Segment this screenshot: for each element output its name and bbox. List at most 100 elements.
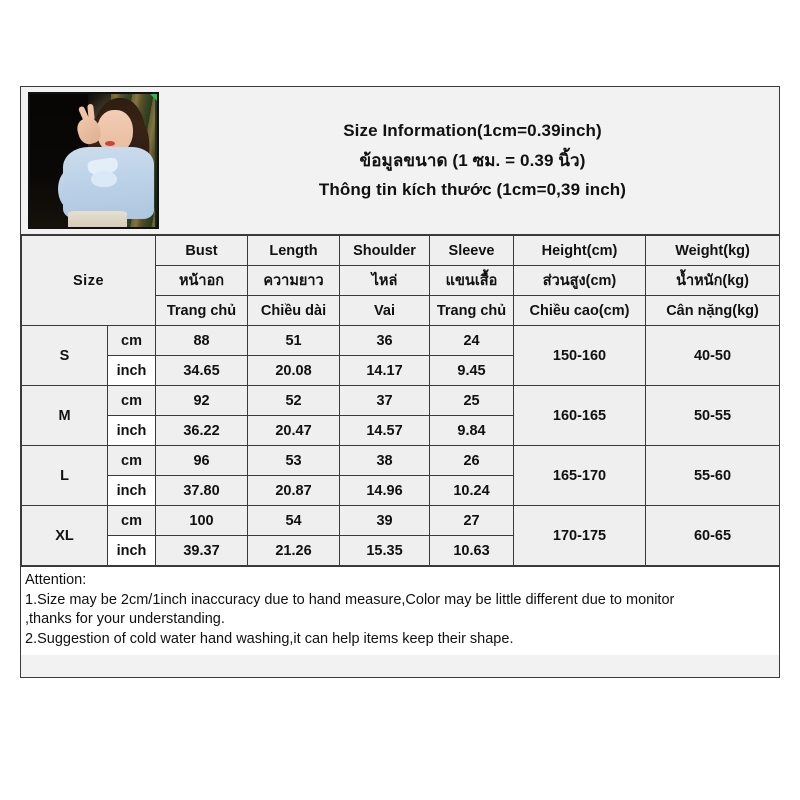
col-header-weight-vi: Cân nặng(kg) <box>645 295 781 326</box>
value-bust-inch-l: 37.80 <box>155 475 249 506</box>
table-row: inch 39.37 21.26 15.35 10.63 <box>22 535 780 566</box>
unit-inch-s: inch <box>106 355 157 386</box>
value-bust-cm-l: 96 <box>155 445 249 476</box>
unit-cm-l: cm <box>106 445 157 476</box>
unit-cm-m: cm <box>106 385 157 416</box>
value-sleeve-inch-l: 10.24 <box>429 475 515 506</box>
title-english: Size Information(1cm=0.39inch) <box>343 121 602 140</box>
col-header-bust-th: หน้าอก <box>155 265 249 296</box>
col-header-weight-th: น้ำหนัก(kg) <box>645 265 781 296</box>
value-height-m: 160-165 <box>513 385 647 446</box>
col-header-sleeve-en: Sleeve <box>429 235 515 266</box>
col-header-shoulder-vi: Vai <box>339 295 431 326</box>
table-row: M cm 92 52 37 25 160-165 50-55 <box>21 385 781 446</box>
value-sleeve-cm-l: 26 <box>429 445 515 476</box>
col-header-length-th: ความยาว <box>247 265 341 296</box>
value-length-cm-l: 53 <box>247 445 341 476</box>
attention-note: Attention: 1.Size may be 2cm/1inch inacc… <box>21 566 779 655</box>
unit-cm-xl: cm <box>106 505 157 536</box>
photo-model-skirt <box>68 211 127 227</box>
col-header-height-en: Height(cm) <box>513 235 647 266</box>
col-header-height-th: ส่วนสูง(cm) <box>513 265 647 296</box>
value-length-inch-l: 20.87 <box>247 475 341 506</box>
value-height-l: 165-170 <box>513 445 647 506</box>
value-weight-xl: 60-65 <box>645 505 781 566</box>
title-vietnamese: Thông tin kích thước (1cm=0,39 inch) <box>318 180 627 199</box>
value-height-xl: 170-175 <box>513 505 647 566</box>
model-photo-image <box>30 94 157 227</box>
size-header-cell: Size <box>20 235 157 326</box>
header-row-thai: หน้าอก ความยาว ไหล่ แขนเสื้อ ส่วนสูง(cm)… <box>22 265 781 296</box>
row-size-label-m: M <box>21 385 108 446</box>
value-shoulder-inch-l: 14.96 <box>339 475 431 506</box>
value-length-cm-m: 52 <box>247 385 341 416</box>
title-thai: ข้อมูลขนาด (1 ซม. = 0.39 นิ้ว) <box>359 151 586 170</box>
value-shoulder-cm-m: 37 <box>339 385 431 416</box>
value-bust-inch-xl: 39.37 <box>155 535 249 566</box>
unit-inch-l: inch <box>106 475 157 506</box>
unit-inch-m: inch <box>106 415 157 446</box>
col-header-bust-vi: Trang chủ <box>155 295 249 326</box>
value-length-inch-xl: 21.26 <box>247 535 341 566</box>
green-corner-marker <box>149 94 157 102</box>
value-bust-cm-xl: 100 <box>155 505 249 536</box>
attention-line-3: 2.Suggestion of cold water hand washing,… <box>25 630 514 647</box>
col-header-length-en: Length <box>247 235 341 266</box>
unit-cm-s: cm <box>106 325 157 356</box>
table-row: inch 34.65 20.08 14.17 9.45 <box>22 355 780 386</box>
value-sleeve-inch-s: 9.45 <box>429 355 515 386</box>
unit-inch-xl: inch <box>106 535 157 566</box>
value-bust-inch-m: 36.22 <box>155 415 249 446</box>
chart-header-band: Size Information(1cm=0.39inch) ข้อมูลขนา… <box>21 87 779 235</box>
photo-model-lips <box>104 141 115 146</box>
col-header-weight-en: Weight(kg) <box>645 235 781 266</box>
table-row: XL cm 100 54 39 27 170-175 60-65 <box>21 505 781 566</box>
value-shoulder-cm-l: 38 <box>339 445 431 476</box>
value-sleeve-cm-s: 24 <box>429 325 515 356</box>
col-header-height-vi: Chiều cao(cm) <box>513 295 647 326</box>
value-sleeve-inch-xl: 10.63 <box>429 535 515 566</box>
measurements-table: Size Bust Length Shoulder Sleeve Height(… <box>20 235 781 566</box>
model-photo <box>28 92 159 229</box>
value-weight-l: 55-60 <box>645 445 781 506</box>
table-row: S cm 88 51 36 24 150-160 40-50 <box>21 325 781 386</box>
value-bust-cm-s: 88 <box>155 325 249 356</box>
photo-blouse-bow <box>90 171 117 187</box>
table-row: L cm 96 53 38 26 165-170 55-60 <box>21 445 781 506</box>
value-length-cm-xl: 54 <box>247 505 341 536</box>
value-shoulder-cm-xl: 39 <box>339 505 431 536</box>
value-length-inch-m: 20.47 <box>247 415 341 446</box>
value-length-cm-s: 51 <box>247 325 341 356</box>
value-sleeve-inch-m: 9.84 <box>429 415 515 446</box>
value-weight-s: 40-50 <box>645 325 781 386</box>
row-size-label-s: S <box>21 325 108 386</box>
attention-line-1: 1.Size may be 2cm/1inch inaccuracy due t… <box>25 591 675 608</box>
col-header-shoulder-th: ไหล่ <box>339 265 431 296</box>
value-length-inch-s: 20.08 <box>247 355 341 386</box>
header-row-vietnamese: Trang chủ Chiều dài Vai Trang chủ Chiều … <box>22 295 781 326</box>
table-row: inch 37.80 20.87 14.96 10.24 <box>22 475 780 506</box>
value-shoulder-cm-s: 36 <box>339 325 431 356</box>
row-size-label-xl: XL <box>21 505 108 566</box>
chart-titles: Size Information(1cm=0.39inch) ข้อมูลขนา… <box>166 87 779 234</box>
row-size-label-l: L <box>21 445 108 506</box>
value-shoulder-inch-xl: 15.35 <box>339 535 431 566</box>
attention-heading: Attention: <box>25 572 87 588</box>
col-header-sleeve-th: แขนเสื้อ <box>429 265 515 296</box>
value-bust-inch-s: 34.65 <box>155 355 249 386</box>
attention-line-2: ,thanks for your understanding. <box>25 611 225 627</box>
value-sleeve-cm-m: 25 <box>429 385 515 416</box>
col-header-bust-en: Bust <box>155 235 249 266</box>
photo-model-face <box>97 110 134 154</box>
value-weight-m: 50-55 <box>645 385 781 446</box>
col-header-sleeve-vi: Trang chủ <box>429 295 515 326</box>
value-shoulder-inch-m: 14.57 <box>339 415 431 446</box>
value-sleeve-cm-xl: 27 <box>429 505 515 536</box>
header-row-english: Size Bust Length Shoulder Sleeve Height(… <box>20 235 781 326</box>
col-header-length-vi: Chiều dài <box>247 295 341 326</box>
size-chart-frame: Size Information(1cm=0.39inch) ข้อมูลขนา… <box>20 86 781 678</box>
value-shoulder-inch-s: 14.17 <box>339 355 431 386</box>
value-height-s: 150-160 <box>513 325 647 386</box>
col-header-shoulder-en: Shoulder <box>339 235 431 266</box>
